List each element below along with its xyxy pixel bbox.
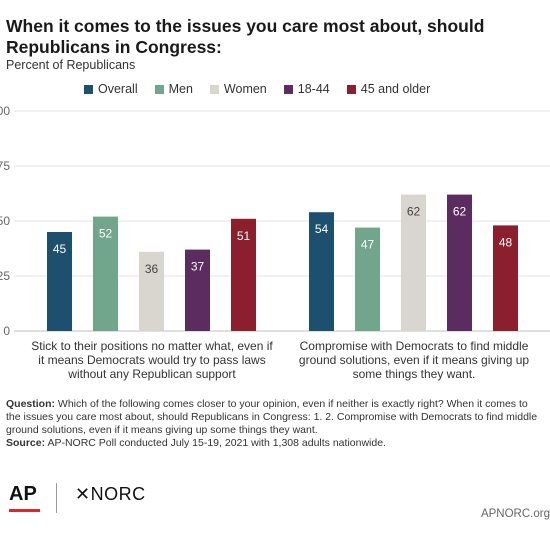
bar-value-label: 45 — [53, 242, 67, 256]
y-tick-label: 25 — [0, 269, 10, 283]
logo-divider — [56, 483, 57, 513]
bar-value-label: 48 — [499, 235, 513, 249]
legend-swatch — [346, 84, 356, 94]
question-label: Question: — [6, 398, 55, 410]
y-tick-label: 0 — [3, 324, 10, 338]
y-tick-label: 100 — [0, 104, 10, 118]
bar-women — [139, 251, 164, 331]
legend-label: 18-44 — [297, 82, 330, 96]
y-tick-label: 50 — [0, 214, 10, 228]
chart-title: When it comes to the issues you care mos… — [6, 16, 485, 57]
question-text: Which of the following comes closer to y… — [6, 398, 538, 436]
bar-men — [93, 216, 118, 331]
legend-swatch — [283, 84, 293, 94]
legend-item: Men — [154, 82, 193, 96]
y-tick-label: 75 — [0, 159, 10, 173]
bar-45-and-older — [231, 218, 256, 331]
category-label-line: without any Republican support — [67, 367, 236, 381]
legend-swatch — [209, 84, 219, 94]
ap-logo: AP — [9, 483, 37, 505]
chart-subtitle: Percent of Republicans — [6, 58, 136, 72]
norc-star-icon: ✕ — [75, 484, 91, 504]
bar-men — [355, 227, 380, 331]
legend-label: 45 and older — [360, 82, 431, 96]
category-label-line: Compromise with Democrats to find middle — [300, 339, 529, 353]
norc-logo: ✕NORC — [75, 484, 146, 505]
norc-logo-text: NORC — [90, 484, 146, 504]
legend-swatch — [154, 84, 164, 94]
category-label: Compromise with Democrats to find middle… — [299, 339, 529, 381]
legend: Overall Men Women 18-44 45 and older — [84, 81, 447, 97]
chart-notes: Question: Which of the following comes c… — [6, 398, 542, 450]
source-note: Source: AP-NORC Poll conducted July 15-1… — [6, 437, 542, 450]
bar-value-label: 37 — [191, 260, 205, 274]
legend-label: Men — [168, 82, 193, 96]
bar-value-label: 36 — [145, 262, 159, 276]
ap-logo-underline — [9, 509, 40, 512]
bar-value-label: 62 — [407, 205, 421, 219]
legend-label: Women — [223, 82, 267, 96]
bar-overall — [309, 212, 334, 331]
bar-value-label: 52 — [99, 227, 113, 241]
category-label-line: it means Democrats would try to pass law… — [38, 353, 265, 367]
bar-value-label: 62 — [453, 205, 467, 219]
legend-swatch — [84, 84, 93, 94]
source-label: Source: — [6, 437, 46, 449]
legend-item: 18-44 — [283, 82, 330, 96]
bar-women — [401, 194, 426, 331]
bar-overall — [47, 232, 72, 331]
category-label-line: some things they want. — [353, 367, 476, 381]
bar-value-label: 54 — [315, 222, 329, 236]
category-label-line: Stick to their positions no matter what,… — [31, 339, 273, 353]
bar-value-label: 51 — [237, 229, 251, 243]
website-link[interactable]: APNORC.org — [480, 508, 550, 520]
bar-18-44 — [185, 249, 210, 331]
legend-item: Overall — [84, 82, 138, 96]
question-note: Question: Which of the following comes c… — [6, 398, 542, 437]
bar-chart: 0 25 50 75 100 45 52 36 37 51 54 47 62 62 48 Stick to … — [0, 104, 550, 381]
legend-item: Women — [209, 82, 267, 96]
category-label: Stick to their positions no matter what,… — [31, 339, 273, 381]
source-text: AP-NORC Poll conducted July 15-19, 2021 … — [47, 437, 386, 449]
legend-label: Overall — [98, 82, 138, 96]
legend-item: 45 and older — [346, 82, 431, 96]
bar-45-and-older — [493, 225, 518, 331]
bar-value-label: 47 — [361, 238, 375, 252]
bar-18-44 — [447, 194, 472, 331]
category-label-line: ground solutions, even if it means givin… — [299, 353, 529, 367]
